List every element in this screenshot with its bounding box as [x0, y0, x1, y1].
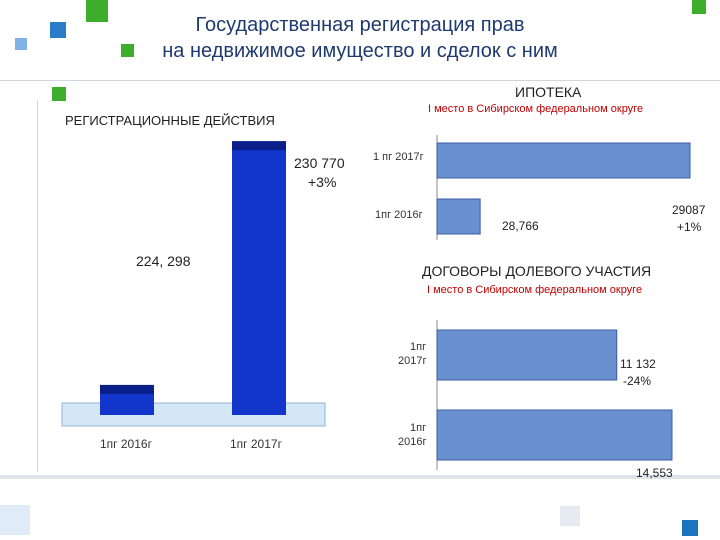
equity-category-2016-line1: 1пг — [410, 422, 427, 434]
registration-bar-2017 — [232, 141, 286, 415]
equity-category-2017-line1: 1пг — [410, 341, 427, 353]
frame-top-line — [0, 80, 720, 81]
equity-bar-2016 — [436, 409, 673, 461]
decor-square-green-small — [121, 44, 134, 57]
frame-bottom-rule — [0, 475, 720, 479]
decor-square-green-mid — [52, 87, 66, 101]
mortgage-bar-2017 — [436, 142, 691, 179]
registration-bar-2016-cap — [100, 384, 154, 394]
registration-value-2017: 230 770 — [294, 155, 345, 171]
frame-left-line — [37, 100, 38, 472]
equity-change-2017: -24% — [623, 374, 652, 388]
registration-change-2017: +3% — [308, 174, 337, 190]
registration-bar-2017-cap — [232, 141, 286, 151]
title-line-2: на недвижимое имущество и сделок с ним — [162, 40, 558, 62]
equity-category-2016-line2: 2016г — [398, 436, 427, 448]
decor-square-blue-bottom — [682, 520, 698, 536]
decor-square-grey-bottom — [560, 506, 580, 526]
registration-heading: РЕГИСТРАЦИОННЫЕ ДЕЙСТВИЯ — [65, 113, 275, 128]
equity-bar-2017 — [436, 329, 618, 381]
registration-category-2017: 1пг 2017г — [230, 437, 282, 451]
mortgage-subheading: I место в Сибирском федеральном округе — [428, 103, 644, 115]
mortgage-change-2017: +1% — [677, 220, 702, 234]
equity-value-2017: 11 132 — [620, 357, 656, 371]
decor-square-blue-small — [15, 38, 27, 50]
mortgage-value-2016: 28,766 — [502, 219, 539, 233]
registration-category-2016: 1пг 2016г — [100, 437, 152, 451]
mortgage-heading: ИПОТЕКА — [515, 84, 582, 100]
mortgage-category-2017: 1 пг 2017г — [373, 151, 424, 163]
page-title: Государственная регистрация прав на недв… — [110, 12, 610, 64]
decor-square-green-right — [692, 0, 706, 14]
equity-value-2016: 14,553 — [636, 466, 673, 480]
decor-square-blue-top — [50, 22, 66, 38]
registration-value-2016: 224, 298 — [136, 253, 191, 269]
title-line-1: Государственная регистрация прав — [195, 14, 525, 36]
decor-square-lightblue-bottom — [0, 505, 30, 535]
equity-category-2017-line2: 2017г — [398, 355, 427, 367]
mortgage-category-2016: 1пг 2016г — [375, 209, 423, 221]
mortgage-value-2017: 29087 — [672, 203, 706, 217]
mortgage-bar-2016 — [436, 198, 481, 235]
equity-subheading: I место в Сибирском федеральном округе — [427, 284, 643, 296]
equity-heading: ДОГОВОРЫ ДОЛЕВОГО УЧАСТИЯ — [422, 263, 652, 279]
decor-square-green-top — [86, 0, 108, 22]
